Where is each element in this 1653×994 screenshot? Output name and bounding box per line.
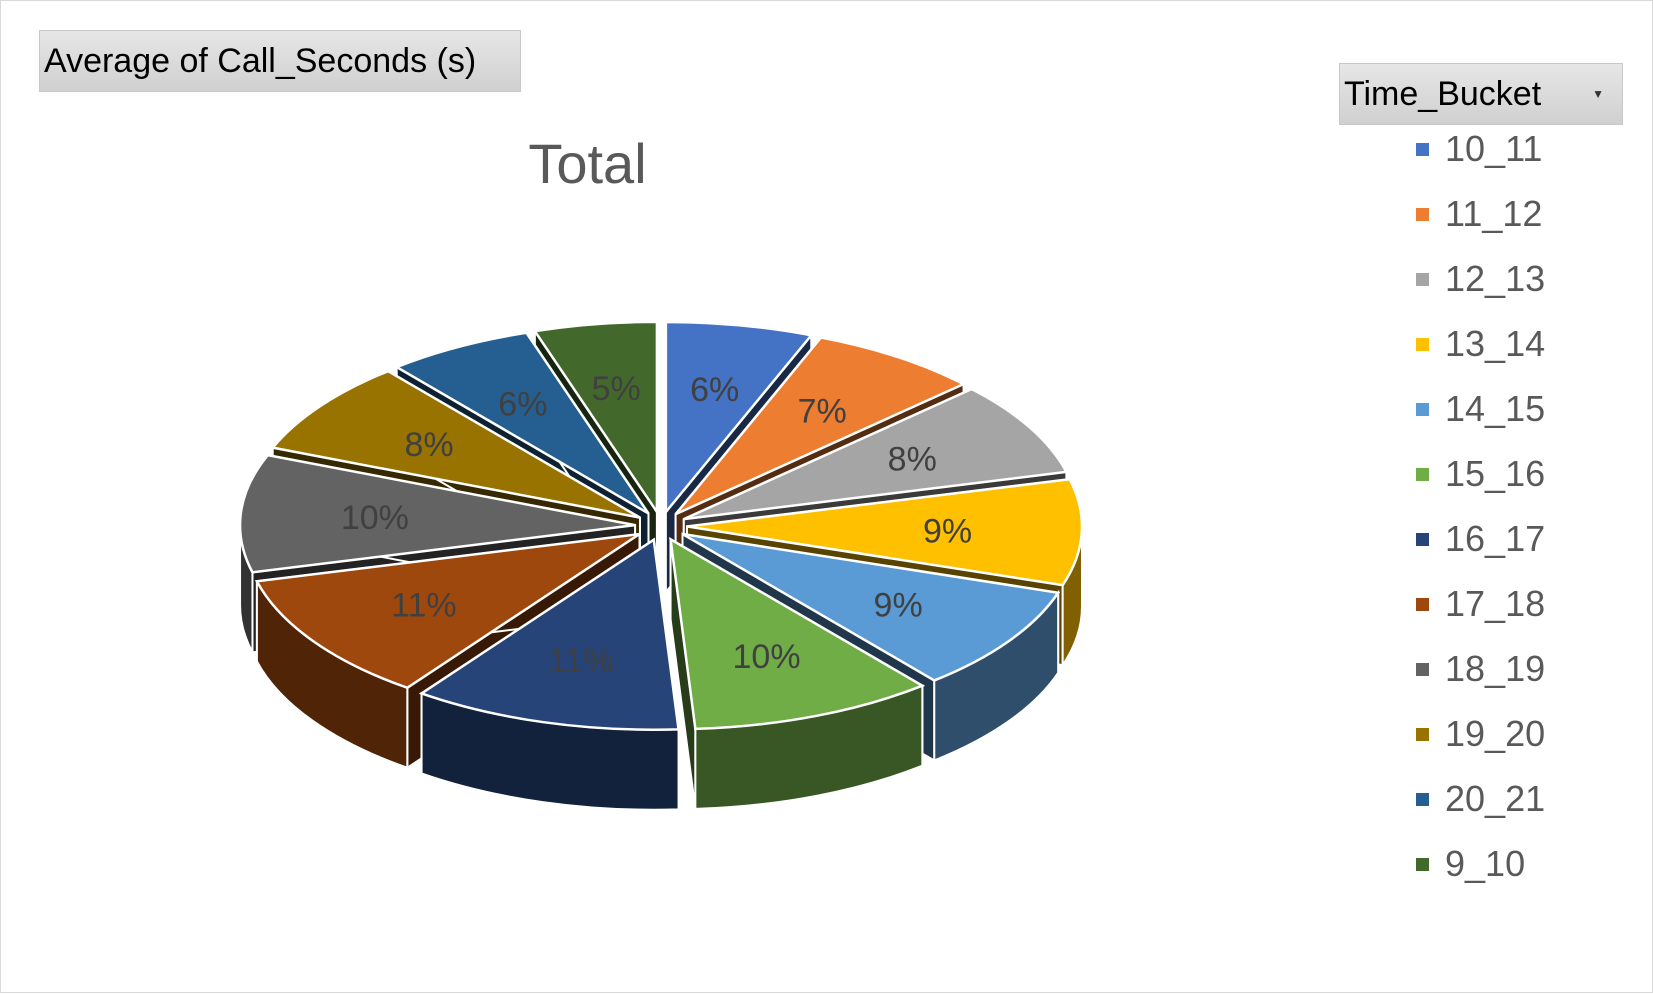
legend-label: 14_15 [1445, 388, 1546, 429]
data-label-12_13: 8% [888, 441, 937, 479]
legend-label: 15_16 [1445, 453, 1546, 494]
legend-item-19_20[interactable]: 19_20 [1416, 713, 1546, 754]
legend-field-button[interactable]: Time_Bucket ▼ [1339, 63, 1623, 125]
chart-title: Total [528, 132, 647, 195]
legend-label: 16_17 [1445, 518, 1546, 559]
data-label-11_12: 7% [798, 392, 847, 430]
dropdown-arrow-icon[interactable]: ▼ [1592, 87, 1604, 101]
legend-swatch [1416, 597, 1429, 611]
legend-label: 13_14 [1445, 323, 1546, 364]
legend-item-20_21[interactable]: 20_21 [1416, 778, 1546, 819]
legend-swatch [1416, 532, 1429, 546]
legend-swatch [1416, 727, 1429, 741]
legend-swatch [1416, 207, 1429, 221]
legend-item-10_11[interactable]: 10_11 [1416, 128, 1543, 169]
legend-item-9_10[interactable]: 9_10 [1416, 843, 1526, 884]
data-label-19_20: 8% [404, 426, 453, 464]
legend-item-13_14[interactable]: 13_14 [1416, 323, 1546, 364]
data-label-16_17: 11% [548, 642, 614, 680]
legend-swatch [1416, 272, 1429, 286]
legend-item-17_18[interactable]: 17_18 [1416, 583, 1546, 624]
legend-label: 11_12 [1445, 193, 1543, 234]
pie-slice-16_17[interactable] [418, 537, 680, 811]
legend-item-11_12[interactable]: 11_12 [1416, 193, 1543, 234]
pie-slice-15_16[interactable] [669, 536, 926, 810]
legend-item-14_15[interactable]: 14_15 [1416, 388, 1546, 429]
legend-item-18_19[interactable]: 18_19 [1416, 648, 1546, 689]
data-label-13_14: 9% [923, 512, 972, 550]
legend-swatch [1416, 662, 1429, 676]
data-label-15_16: 10% [733, 638, 801, 676]
legend-item-16_17[interactable]: 16_17 [1416, 518, 1546, 559]
legend-swatch [1416, 402, 1429, 416]
legend-field-label: Time_Bucket [1344, 74, 1542, 113]
data-label-10_11: 6% [690, 371, 739, 409]
legend-label: 19_20 [1445, 713, 1546, 754]
legend-label: 9_10 [1445, 843, 1526, 884]
data-label-14_15: 9% [874, 587, 923, 625]
legend-label: 17_18 [1445, 583, 1546, 624]
legend-label: 12_13 [1445, 258, 1546, 299]
legend-label: 18_19 [1445, 648, 1546, 689]
legend-item-12_13[interactable]: 12_13 [1416, 258, 1546, 299]
legend-swatch [1416, 857, 1429, 871]
legend-label: 10_11 [1445, 128, 1543, 169]
data-label-18_19: 10% [341, 499, 409, 537]
data-label-17_18: 11% [391, 587, 457, 625]
legend-swatch [1416, 337, 1429, 351]
legend-swatch [1416, 142, 1429, 156]
data-label-20_21: 6% [498, 386, 547, 424]
legend-item-15_16[interactable]: 15_16 [1416, 453, 1546, 494]
value-field-label: Average of Call_Seconds (s) [44, 41, 477, 80]
data-label-9_10: 5% [592, 370, 641, 408]
legend-swatch [1416, 467, 1429, 481]
value-field-button[interactable]: Average of Call_Seconds (s) [39, 30, 521, 92]
legend-swatch [1416, 792, 1429, 806]
legend-label: 20_21 [1445, 778, 1546, 819]
